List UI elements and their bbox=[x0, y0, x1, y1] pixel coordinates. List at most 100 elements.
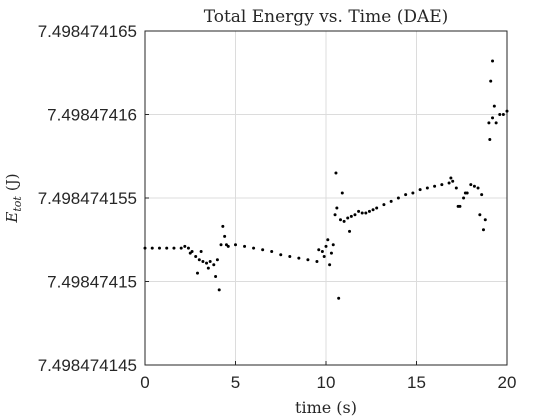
data-point bbox=[411, 191, 415, 195]
x-tick-label: 10 bbox=[317, 373, 336, 392]
data-point bbox=[481, 228, 485, 232]
data-point bbox=[306, 258, 310, 262]
data-point bbox=[205, 261, 209, 265]
data-point bbox=[447, 181, 451, 185]
data-point bbox=[194, 254, 198, 258]
y-tick-label: 7.498474155 bbox=[38, 189, 137, 208]
data-point bbox=[199, 249, 203, 253]
data-point bbox=[261, 248, 265, 252]
x-tick-label: 0 bbox=[140, 373, 149, 392]
data-point bbox=[353, 213, 357, 217]
data-point bbox=[371, 208, 375, 212]
data-point bbox=[214, 274, 218, 278]
x-tick-label: 5 bbox=[231, 373, 240, 392]
y-axis-ticks: 7.498474145 7.49847415 7.498474155 7.498474… bbox=[38, 22, 149, 375]
data-point bbox=[425, 186, 429, 190]
data-point bbox=[172, 246, 176, 250]
data-point bbox=[297, 256, 301, 260]
data-point bbox=[494, 121, 498, 125]
data-point bbox=[449, 176, 453, 180]
data-point bbox=[348, 229, 352, 233]
data-point bbox=[364, 211, 368, 215]
data-point bbox=[454, 186, 458, 190]
data-point bbox=[243, 244, 247, 248]
data-point bbox=[505, 109, 509, 113]
data-point bbox=[186, 246, 190, 250]
data-point bbox=[234, 243, 237, 247]
data-point bbox=[451, 179, 455, 183]
y-tick-label: 7.498474165 bbox=[38, 22, 137, 41]
data-point bbox=[221, 224, 225, 228]
data-point bbox=[440, 183, 444, 187]
data-point bbox=[476, 186, 480, 190]
data-point bbox=[462, 196, 466, 200]
data-point bbox=[157, 246, 161, 250]
data-point bbox=[342, 219, 346, 223]
data-point bbox=[197, 258, 201, 262]
data-point bbox=[212, 263, 216, 267]
data-point bbox=[469, 183, 473, 187]
data-point bbox=[333, 213, 337, 217]
data-point bbox=[382, 203, 386, 207]
data-point bbox=[488, 138, 492, 142]
data-point bbox=[206, 266, 210, 270]
data-point bbox=[329, 251, 333, 255]
data-point bbox=[324, 244, 328, 248]
data-point bbox=[389, 199, 393, 203]
data-point bbox=[322, 254, 326, 258]
data-point bbox=[367, 209, 371, 213]
data-point bbox=[208, 259, 212, 263]
data-point bbox=[195, 271, 199, 275]
data-point bbox=[335, 206, 339, 210]
y-tick-label: 7.49847416 bbox=[47, 106, 137, 125]
data-point bbox=[252, 246, 256, 250]
data-point bbox=[219, 243, 223, 247]
chart-title: Total Energy vs. Time (DAE) bbox=[204, 7, 449, 27]
data-point bbox=[346, 216, 350, 220]
data-point bbox=[492, 104, 496, 108]
data-point bbox=[337, 296, 341, 300]
data-point bbox=[317, 248, 321, 252]
y-label-subscript: tot bbox=[11, 196, 24, 212]
data-point bbox=[349, 214, 353, 218]
x-axis-label: time (s) bbox=[295, 398, 357, 417]
data-point bbox=[456, 204, 460, 208]
grid-lines bbox=[144, 30, 508, 366]
data-point bbox=[483, 218, 487, 222]
data-point bbox=[487, 121, 491, 125]
data-point bbox=[326, 238, 330, 242]
data-point bbox=[188, 251, 192, 255]
y-label-unit: (J) bbox=[3, 173, 21, 191]
data-point bbox=[501, 113, 505, 117]
data-point bbox=[201, 259, 205, 263]
data-point bbox=[491, 116, 495, 120]
y-axis-label: Etot (J) bbox=[3, 173, 24, 223]
data-point bbox=[498, 113, 502, 117]
data-point bbox=[357, 209, 361, 213]
data-point bbox=[215, 258, 219, 262]
data-point bbox=[360, 211, 364, 215]
data-point bbox=[165, 246, 169, 250]
data-point bbox=[328, 263, 332, 267]
data-point bbox=[183, 244, 187, 248]
data-point bbox=[340, 191, 344, 195]
data-point bbox=[480, 193, 484, 197]
x-axis-ticks: 0 5 10 15 20 bbox=[140, 361, 516, 392]
data-point bbox=[396, 196, 400, 200]
data-point bbox=[418, 188, 422, 192]
data-point bbox=[489, 79, 493, 83]
data-point bbox=[279, 253, 283, 257]
data-point bbox=[217, 288, 221, 292]
data-points bbox=[143, 59, 509, 300]
y-label-main: E bbox=[3, 212, 21, 224]
y-tick-label: 7.498474145 bbox=[38, 356, 137, 375]
data-point bbox=[270, 249, 274, 253]
data-point bbox=[143, 246, 147, 250]
data-point bbox=[315, 259, 319, 263]
x-tick-label: 15 bbox=[407, 373, 426, 392]
data-point bbox=[491, 59, 495, 63]
y-tick-label: 7.49847415 bbox=[47, 273, 137, 292]
data-point bbox=[404, 193, 408, 197]
data-point bbox=[472, 184, 476, 188]
